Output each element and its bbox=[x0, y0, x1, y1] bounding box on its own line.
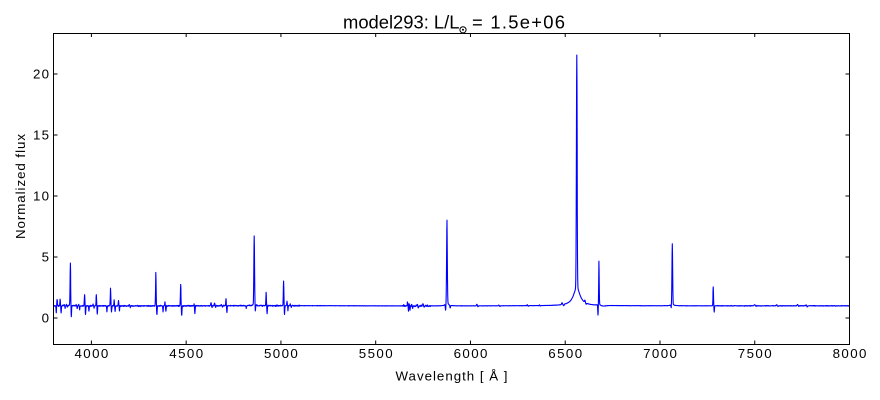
svg-text:Wavelength [ Å ]: Wavelength [ Å ] bbox=[396, 368, 508, 383]
svg-text:4000: 4000 bbox=[75, 346, 109, 361]
svg-text:7000: 7000 bbox=[643, 346, 677, 361]
svg-text:0: 0 bbox=[42, 311, 49, 326]
svg-text:6000: 6000 bbox=[454, 346, 488, 361]
svg-text:model293: L/L: model293: L/L bbox=[343, 11, 460, 32]
svg-text:20: 20 bbox=[33, 67, 49, 82]
svg-text:Normalized flux: Normalized flux bbox=[13, 134, 28, 239]
svg-text:10: 10 bbox=[33, 189, 49, 204]
svg-text:7500: 7500 bbox=[738, 346, 772, 361]
svg-text:15: 15 bbox=[33, 128, 49, 143]
svg-text:= 1.5e+06: = 1.5e+06 bbox=[472, 11, 565, 32]
svg-text:6500: 6500 bbox=[548, 346, 582, 361]
svg-text:5: 5 bbox=[42, 250, 49, 265]
svg-text:4500: 4500 bbox=[169, 346, 203, 361]
svg-text:5500: 5500 bbox=[359, 346, 393, 361]
svg-text:8000: 8000 bbox=[833, 346, 867, 361]
svg-text:5000: 5000 bbox=[264, 346, 298, 361]
